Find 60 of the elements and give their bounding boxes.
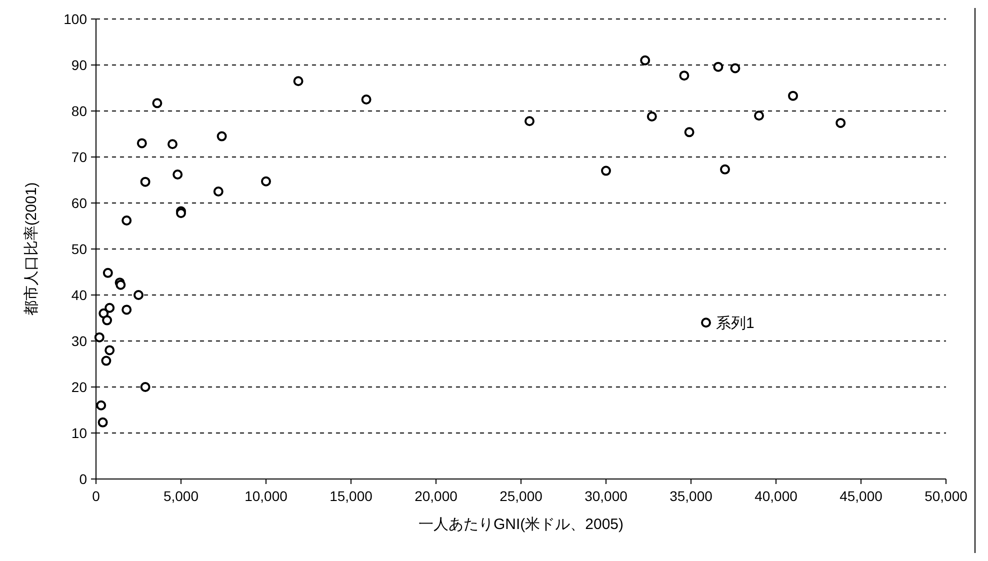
x-tick-label: 15,000	[330, 488, 373, 504]
point	[122, 215, 132, 226]
point	[640, 55, 650, 66]
point	[836, 118, 846, 128]
point	[684, 127, 694, 138]
point	[102, 315, 112, 326]
point	[152, 98, 162, 108]
point	[122, 304, 132, 315]
x-tick-label: 10,000	[244, 488, 288, 504]
x-tick-label: 35,000	[670, 488, 713, 504]
x-tick-label: 5,000	[163, 488, 199, 504]
x-tick-label: 0	[92, 488, 100, 504]
x-tick-label: 50,000	[924, 488, 968, 504]
point	[140, 176, 150, 187]
point	[261, 176, 271, 186]
point	[361, 94, 372, 104]
point	[216, 131, 227, 142]
point	[101, 356, 112, 366]
point	[754, 110, 764, 121]
y-tick-label: 50	[71, 240, 88, 257]
point	[134, 290, 144, 300]
y-tick-label: 100	[64, 10, 88, 27]
point	[293, 76, 304, 86]
point	[98, 417, 108, 428]
point	[172, 169, 183, 180]
point	[102, 268, 113, 278]
legend-label: 系列1	[716, 314, 754, 332]
y-tick-label: 30	[71, 332, 88, 349]
x-tick-label: 20,000	[414, 488, 458, 504]
point	[730, 63, 740, 74]
x-tick-label: 30,000	[584, 488, 628, 504]
point	[140, 382, 150, 392]
point	[720, 164, 730, 174]
x-axis-title: 一人あたりGNI(米ドル、2005)	[418, 516, 624, 533]
point	[713, 62, 724, 72]
point	[96, 400, 106, 410]
x-tick-label: 40,000	[754, 488, 798, 504]
x-tick-label: 45,000	[840, 488, 883, 504]
y-tick-label: 70	[71, 148, 88, 165]
x-tick-label: 25,000	[500, 488, 543, 504]
y-tick-label: 10	[71, 424, 88, 441]
point	[213, 186, 224, 196]
point	[524, 116, 534, 126]
y-axis-title: 都市人口比率(2001)	[23, 182, 40, 316]
point	[104, 302, 115, 313]
point	[136, 138, 147, 148]
point	[94, 332, 104, 342]
y-tick-label: 60	[71, 194, 88, 211]
point	[679, 70, 690, 81]
point	[601, 166, 611, 176]
y-tick-label: 80	[71, 102, 88, 119]
point	[168, 139, 178, 150]
y-tick-label: 0	[79, 470, 88, 487]
y-tick-label: 20	[71, 378, 88, 395]
point	[98, 308, 109, 318]
point	[788, 90, 798, 101]
point	[646, 112, 657, 122]
y-tick-label: 90	[71, 56, 88, 73]
point	[104, 345, 115, 356]
y-tick-label: 40	[71, 286, 88, 303]
